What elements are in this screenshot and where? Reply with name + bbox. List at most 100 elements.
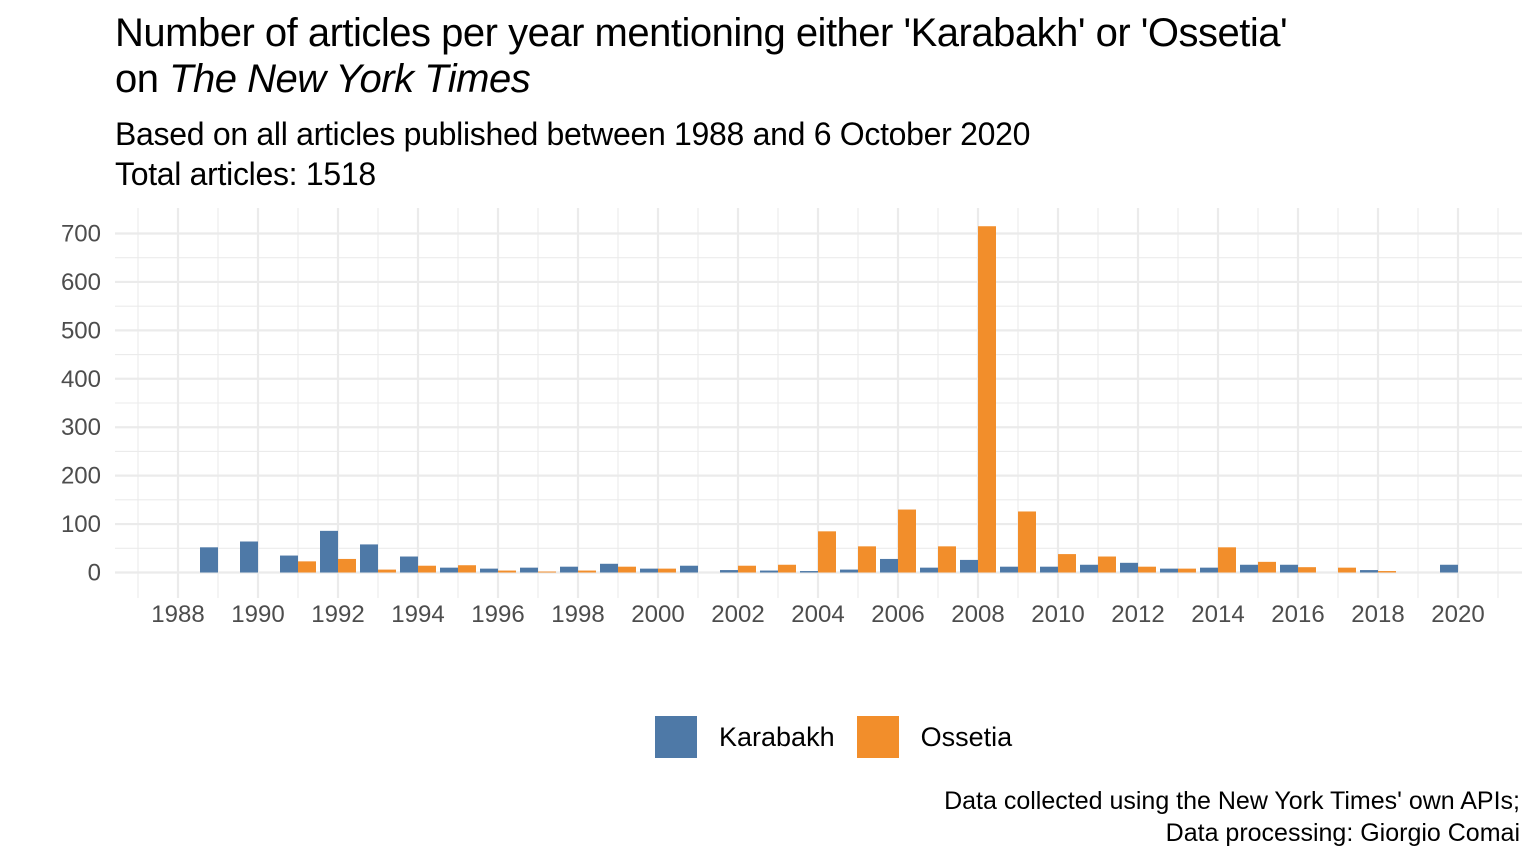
bar-karabakh-1997 [520,567,538,573]
bar-karabakh-2000 [640,568,658,573]
x-tick-label: 1988 [151,601,204,628]
bar-karabakh-1999 [600,563,618,573]
title-line-2-prefix: on [115,57,170,101]
x-tick-label: 2018 [1351,601,1404,628]
y-tick-label: 100 [61,511,101,538]
bar-karabakh-2013 [1160,568,1178,573]
y-tick-label: 0 [88,560,101,587]
x-tick-label: 2020 [1431,601,1484,628]
x-tick-label: 1996 [471,601,524,628]
legend-swatch-ossetia [856,716,899,758]
bar-ossetia-1993 [378,569,396,573]
x-tick-label: 2010 [1031,601,1084,628]
bar-karabakh-1998 [560,566,578,573]
chart-caption: Data collected using the New York Times'… [944,785,1520,849]
bars [200,226,1458,573]
bar-ossetia-2018 [1378,571,1396,573]
y-tick-label: 300 [61,414,101,441]
title-line-1: Number of articles per year mentioning e… [115,11,1288,55]
bar-ossetia-2002 [738,565,756,573]
y-tick-label: 500 [61,317,101,344]
bar-ossetia-1995 [458,565,476,573]
bar-karabakh-2016 [1280,564,1298,573]
bar-karabakh-2003 [760,570,778,573]
bar-karabakh-1989 [200,547,218,573]
x-tick-label: 2008 [951,601,1004,628]
y-tick-label: 600 [61,269,101,296]
bar-ossetia-2009 [1018,511,1036,573]
x-tick-label: 2012 [1111,601,1164,628]
bar-ossetia-2007 [938,546,956,573]
title-line-2: on The New York Times [115,56,1287,102]
x-tick-label: 1998 [551,601,604,628]
chart-subtitle: Based on all articles published between … [115,114,1030,194]
y-tick-label: 400 [61,366,101,393]
legend-label-karabakh: Karabakh [719,721,835,752]
bar-ossetia-2011 [1098,556,1116,573]
bar-ossetia-2008 [978,226,996,573]
bar-karabakh-1996 [480,568,498,573]
x-tick-label: 2000 [631,601,684,628]
bar-ossetia-2003 [778,564,796,573]
bar-karabakh-2007 [920,567,938,573]
bar-ossetia-2015 [1258,561,1276,573]
bar-ossetia-1997 [538,571,556,573]
bar-karabakh-2005 [840,569,858,573]
legend: Karabakh Ossetia [655,716,1034,758]
legend-item-karabakh: Karabakh [655,716,835,758]
bar-karabakh-2010 [1040,566,1058,573]
bar-karabakh-2015 [1240,564,1258,573]
bar-ossetia-2006 [898,509,916,573]
bar-ossetia-2012 [1138,566,1156,573]
y-tick-label: 700 [61,221,101,248]
bar-karabakh-2014 [1200,567,1218,573]
caption-line-2: Data processing: Giorgio Comai [1165,819,1520,847]
bar-karabakh-1993 [360,544,378,573]
bar-karabakh-2008 [960,559,978,573]
x-tick-label: 2004 [791,601,844,628]
bar-ossetia-2017 [1338,567,1356,573]
bar-karabakh-2011 [1080,564,1098,573]
bar-karabakh-2009 [1000,566,1018,573]
bar-karabakh-2012 [1120,562,1138,573]
bar-karabakh-2002 [720,570,738,573]
bar-karabakh-1995 [440,567,458,573]
x-axis-ticks: 1988 1990 1992 1994 1996 1998 2000 2002 2004 2006… [151,601,1484,628]
bar-ossetia-2010 [1058,554,1076,573]
bar-ossetia-1996 [498,570,516,573]
subtitle-line-2: Total articles: 1518 [115,156,376,192]
legend-swatch-karabakh [655,716,697,758]
subtitle-line-1: Based on all articles published between … [115,116,1031,152]
bar-ossetia-2005 [858,546,876,573]
bar-ossetia-2004 [818,531,836,573]
bar-ossetia-2016 [1298,567,1316,573]
y-axis-ticks: 0 100 200 300 400 500 600 700 [61,221,101,587]
chart-title: Number of articles per year mentioning e… [115,10,1288,102]
bar-karabakh-1991 [280,555,298,573]
bar-ossetia-1992 [338,558,356,573]
bar-karabakh-2018 [1360,570,1378,573]
title-publication: The New York Times [169,57,531,101]
x-tick-label: 1990 [231,601,284,628]
bar-karabakh-2001 [680,565,698,573]
bar-ossetia-1999 [618,566,636,573]
legend-item-ossetia: Ossetia [856,716,1013,758]
x-tick-label: 2014 [1191,601,1244,628]
bar-ossetia-1998 [578,570,596,573]
x-tick-label: 2002 [711,601,764,628]
bar-ossetia-2013 [1178,568,1196,573]
bar-ossetia-1991 [298,561,316,573]
bar-ossetia-2014 [1218,547,1236,573]
x-tick-label: 2016 [1271,601,1324,628]
bar-ossetia-1994 [418,565,436,573]
y-tick-label: 200 [61,463,101,490]
x-tick-label: 1994 [391,601,444,628]
bar-karabakh-2004 [800,571,818,573]
bar-karabakh-2006 [880,558,898,573]
bar-karabakh-1994 [400,556,418,573]
grid-lines [115,208,1522,598]
bar-ossetia-2000 [658,568,676,573]
caption-line-1: Data collected using the New York Times'… [944,787,1520,815]
legend-label-ossetia: Ossetia [920,721,1013,752]
